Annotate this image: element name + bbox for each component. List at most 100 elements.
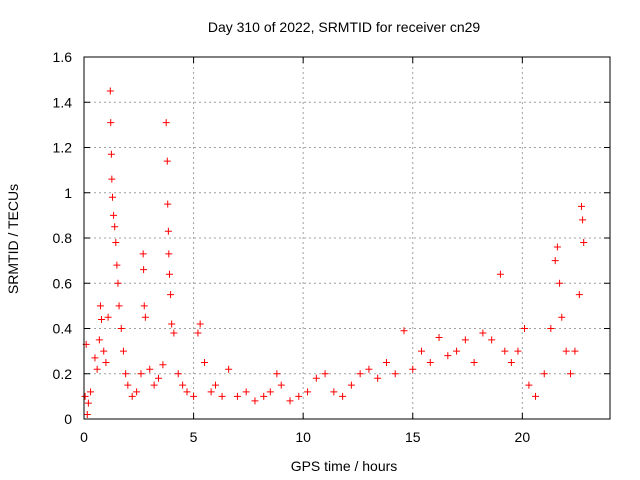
data-point xyxy=(356,370,364,378)
data-point xyxy=(93,365,101,373)
y-tick-label: 0 xyxy=(64,411,72,427)
data-point xyxy=(553,243,561,251)
data-point xyxy=(312,374,320,382)
data-point xyxy=(113,261,121,269)
data-point xyxy=(391,370,399,378)
data-point xyxy=(170,329,178,337)
data-point xyxy=(140,302,148,310)
data-point xyxy=(233,392,241,400)
data-point xyxy=(339,392,347,400)
x-tick-label: 0 xyxy=(80,429,88,445)
x-tick-label: 5 xyxy=(190,429,198,445)
data-point xyxy=(159,361,167,369)
y-tick-label: 0.8 xyxy=(53,230,73,246)
y-tick-label: 0.6 xyxy=(53,275,73,291)
data-point xyxy=(108,175,116,183)
y-tick-label: 0.2 xyxy=(53,366,73,382)
data-point xyxy=(162,119,170,127)
data-point xyxy=(277,381,285,389)
data-point xyxy=(273,370,281,378)
data-point xyxy=(409,365,417,373)
data-point xyxy=(556,279,564,287)
data-point xyxy=(562,347,570,355)
data-point xyxy=(183,388,191,396)
data-point xyxy=(194,329,202,337)
data-point xyxy=(137,370,145,378)
data-point xyxy=(139,250,147,258)
data-point xyxy=(295,392,303,400)
y-axis-title: SRMTID / TECUs xyxy=(5,184,21,294)
data-point xyxy=(525,381,533,389)
data-point xyxy=(98,315,106,323)
data-point xyxy=(115,302,123,310)
data-point xyxy=(164,200,172,208)
data-point xyxy=(470,358,478,366)
points-layer xyxy=(81,87,588,418)
data-point xyxy=(540,370,548,378)
data-point xyxy=(174,370,182,378)
data-point xyxy=(96,302,104,310)
data-point xyxy=(95,336,103,344)
data-point xyxy=(111,223,119,231)
data-point xyxy=(496,270,504,278)
data-point xyxy=(304,388,312,396)
data-point xyxy=(400,327,408,335)
data-point xyxy=(488,336,496,344)
data-point xyxy=(81,392,89,400)
data-point xyxy=(330,388,338,396)
y-tick-label: 1 xyxy=(64,185,72,201)
data-point xyxy=(461,336,469,344)
grid-layer xyxy=(84,57,610,419)
data-point xyxy=(165,250,173,258)
data-point xyxy=(196,320,204,328)
x-axis: 0 5 10 15 20 xyxy=(80,57,530,445)
data-point xyxy=(580,239,588,247)
data-point xyxy=(179,381,187,389)
data-point xyxy=(418,347,426,355)
data-point xyxy=(453,347,461,355)
data-point xyxy=(141,313,149,321)
data-point xyxy=(578,202,586,210)
data-point xyxy=(571,347,579,355)
y-tick-label: 0.4 xyxy=(53,321,73,337)
data-point xyxy=(122,370,130,378)
data-point xyxy=(531,392,539,400)
x-tick-label: 10 xyxy=(295,429,311,445)
data-point xyxy=(212,381,219,389)
data-point xyxy=(117,325,125,332)
data-point xyxy=(201,358,209,366)
data-point xyxy=(100,347,108,355)
data-point xyxy=(133,388,141,396)
data-point xyxy=(507,358,515,366)
data-point xyxy=(119,347,127,355)
data-point xyxy=(501,347,509,355)
data-point xyxy=(514,347,522,355)
y-tick-label: 1.4 xyxy=(53,94,73,110)
data-point xyxy=(382,358,390,366)
chart-title: Day 310 of 2022, SRMTID for receiver cn2… xyxy=(208,19,481,35)
data-point xyxy=(165,270,173,278)
data-point xyxy=(114,279,122,287)
data-point xyxy=(91,354,99,362)
data-point xyxy=(207,388,215,396)
data-point xyxy=(558,313,566,321)
data-point xyxy=(168,320,176,328)
data-point xyxy=(575,291,583,299)
data-point xyxy=(521,325,529,332)
data-point xyxy=(365,365,373,373)
data-point xyxy=(146,365,154,373)
y-tick-label: 1.2 xyxy=(53,140,73,156)
data-point xyxy=(102,358,110,366)
data-point xyxy=(124,381,132,389)
data-point xyxy=(251,397,259,405)
data-point xyxy=(163,157,171,165)
data-point xyxy=(260,392,268,400)
data-point xyxy=(128,392,136,400)
data-point xyxy=(106,87,114,95)
data-point xyxy=(374,374,382,382)
data-point xyxy=(444,352,452,360)
data-point xyxy=(479,329,487,337)
data-point xyxy=(286,397,294,405)
data-point xyxy=(567,370,575,378)
